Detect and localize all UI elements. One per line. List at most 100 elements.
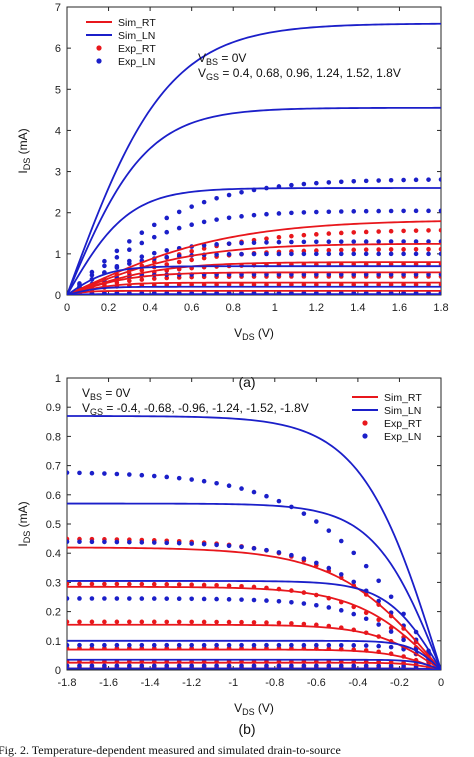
- exp-ln-point: [376, 208, 381, 214]
- exp-ln-point: [326, 209, 332, 215]
- exp-ln-point: [264, 493, 269, 499]
- exp-ln-point: [176, 540, 182, 546]
- exp-ln-point: [351, 178, 357, 184]
- exp-ln-point: [176, 209, 182, 215]
- x-tick-label: -1.6: [99, 677, 118, 689]
- exp-ln-point: [226, 597, 232, 602]
- exp-ln-point: [189, 596, 194, 602]
- y-tick-label: 1: [55, 373, 61, 385]
- exp-rt-point: [201, 582, 207, 588]
- exp-rt-point: [89, 619, 95, 625]
- y-tick-label: 4: [55, 125, 61, 137]
- exp-rt-point: [438, 246, 441, 252]
- exp-ln-point: [276, 211, 282, 216]
- exp-rt-point: [176, 582, 182, 587]
- exp-ln-point: [413, 177, 419, 183]
- exp-ln-point: [77, 642, 82, 648]
- sim-ln-curve-6: [67, 22, 441, 295]
- sim-rt-curve-3: [67, 648, 441, 670]
- x-tick-label: -0.6: [307, 677, 326, 689]
- x-tick-label: 0.2: [101, 302, 116, 314]
- exp-ln-point: [139, 240, 145, 246]
- exp-rt-point: [338, 230, 344, 236]
- exp-ln-point: [89, 269, 95, 275]
- exp-ln-point: [438, 239, 441, 244]
- subfigure-label-a: (a): [238, 374, 255, 390]
- exp-ln-point: [289, 599, 294, 605]
- sim-rt-curve-6: [67, 220, 441, 295]
- exp-rt-point: [326, 231, 332, 236]
- exp-ln-point: [438, 251, 441, 257]
- legend-label-exp-rt: Exp_RT: [118, 43, 156, 55]
- y-tick-label: 5: [55, 84, 61, 96]
- exp-ln-point: [388, 251, 394, 257]
- exp-ln-point: [326, 251, 332, 257]
- exp-ln-point: [214, 663, 219, 668]
- exp-ln-point: [239, 486, 244, 491]
- exp-ln-point: [276, 642, 282, 648]
- x-tick-label: 0.6: [184, 302, 199, 314]
- exp-rt-point: [151, 581, 157, 587]
- exp-ln-point: [89, 539, 95, 545]
- exp-rt-point: [426, 228, 431, 233]
- exp-ln-point: [189, 204, 194, 209]
- exp-ln-point: [326, 180, 332, 185]
- exp-ln-point: [413, 208, 419, 214]
- exp-ln-point: [376, 622, 381, 627]
- exp-ln-point: [151, 596, 157, 601]
- y-tick-label: 0.4: [46, 548, 61, 560]
- exp-ln-point: [251, 240, 257, 245]
- exp-ln-point: [338, 251, 344, 257]
- exp-ln-point: [77, 470, 82, 476]
- exp-ln-point: [189, 541, 194, 546]
- exp-ln-point: [226, 241, 232, 246]
- exp-ln-point: [164, 248, 170, 253]
- x-tick-label: 1.6: [392, 302, 407, 314]
- exp-ln-point: [338, 608, 344, 613]
- exp-ln-point: [301, 239, 307, 245]
- exp-ln-point: [226, 543, 232, 549]
- exp-ln-point: [239, 597, 244, 602]
- exp-ln-point: [314, 642, 319, 648]
- exp-ln-point: [388, 239, 394, 244]
- exp-ln-point: [326, 565, 332, 571]
- exp-ln-point: [426, 251, 431, 257]
- x-axis-label: VDS (V): [234, 326, 274, 342]
- exp-ln-point: [226, 215, 232, 221]
- exp-ln-point: [114, 248, 120, 254]
- exp-ln-point: [264, 240, 269, 245]
- exp-ln-point: [314, 239, 319, 245]
- exp-ln-point: [102, 258, 107, 264]
- exp-ln-point: [351, 663, 357, 668]
- exp-ln-point: [363, 251, 369, 257]
- exp-ln-point: [67, 663, 70, 668]
- exp-ln-point: [276, 498, 282, 504]
- y-tick-label: 0: [55, 290, 61, 302]
- x-tick-label: 0.8: [226, 302, 241, 314]
- exp-rt-point: [201, 246, 207, 251]
- exp-ln-point: [127, 247, 132, 252]
- sim-rt-curve-1: [67, 289, 441, 295]
- exp-ln-point: [67, 642, 70, 648]
- exp-ln-point: [89, 642, 95, 648]
- exp-ln-point: [214, 252, 219, 257]
- exp-ln-point: [89, 596, 95, 601]
- exp-ln-point: [314, 519, 319, 524]
- exp-ln-point: [289, 210, 294, 216]
- exp-ln-point: [351, 550, 357, 556]
- annotation-bs: VBS = 0V: [82, 386, 130, 402]
- exp-ln-point: [176, 663, 182, 668]
- sim-ln-curve-2: [67, 285, 441, 295]
- sim-ln-curve-1: [67, 667, 441, 670]
- exp-ln-point: [289, 239, 294, 245]
- exp-ln-point: [351, 611, 357, 617]
- exp-ln-point: [276, 239, 282, 245]
- exp-ln-point: [401, 239, 406, 244]
- exp-ln-point: [401, 637, 406, 643]
- exp-rt-point: [226, 619, 232, 625]
- exp-rt-point: [388, 228, 394, 234]
- exp-ln-point: [376, 663, 381, 668]
- exp-rt-point: [102, 581, 107, 587]
- exp-ln-point: [226, 642, 232, 648]
- exp-ln-point: [164, 642, 170, 648]
